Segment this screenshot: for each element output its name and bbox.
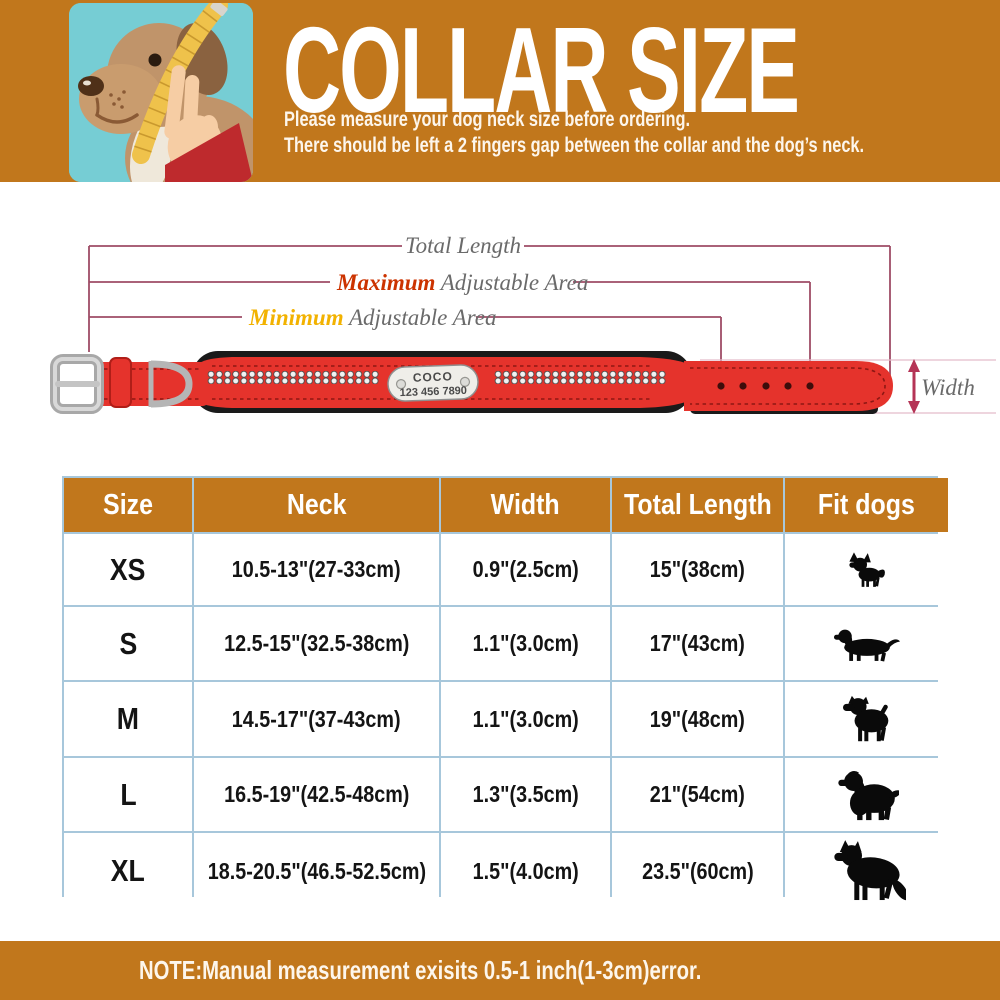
total-length-label: Total Length — [405, 233, 521, 258]
dog-icon-terrier — [785, 682, 948, 756]
header-banner: COLLAR SIZE Please measure your dog neck… — [0, 0, 1000, 182]
table-row-xl-neck: 18.5-20.5"(46.5-52.5cm) — [194, 833, 439, 909]
table-row-s-neck: 12.5-15"(32.5-38cm) — [194, 607, 439, 680]
table-row-xl-width: 1.5"(4.0cm) — [441, 833, 610, 909]
name-plate: COCO 123 456 7890 — [387, 364, 479, 402]
table-row-m-size: M — [64, 682, 192, 756]
footer-note-bar: NOTE:Manual measurement exisits 0.5-1 in… — [0, 941, 1000, 1000]
table-row-l-neck: 16.5-19"(42.5-48cm) — [194, 758, 439, 831]
col-header-total-length: Total Length — [612, 478, 783, 532]
size-chart-table: Size Neck Width Total Length Fit dogs XS… — [62, 476, 948, 909]
plate-name: COCO — [413, 369, 453, 384]
collar-measurement-diagram: Total Length Maximum Adjustable Area Min… — [50, 233, 996, 414]
dog-icon-chihuahua — [785, 534, 948, 605]
table-row-s-size: S — [64, 607, 192, 680]
table-row-m-neck: 14.5-17"(37-43cm) — [194, 682, 439, 756]
table-row-m-width: 1.1"(3.0cm) — [441, 682, 610, 756]
table-row-s-width: 1.1"(3.0cm) — [441, 607, 610, 680]
table-row-xl-size: XL — [64, 833, 192, 909]
dog-measure-illustration — [69, 3, 253, 182]
d-ring — [148, 360, 193, 408]
table-row-xs-neck: 10.5-13"(27-33cm) — [194, 534, 439, 605]
dog-icon-dachshund — [785, 607, 948, 680]
table-row-l-total: 21"(54cm) — [612, 758, 783, 831]
table-row-xs-size: XS — [64, 534, 192, 605]
table-row-s-total: 17"(43cm) — [612, 607, 783, 680]
dog-icon-german-shepherd — [785, 833, 948, 909]
footer-note: NOTE:Manual measurement exisits 0.5-1 in… — [139, 955, 702, 985]
table-row-l-size: L — [64, 758, 192, 831]
adjustment-holes — [717, 382, 814, 390]
table-row-m-total: 19"(48cm) — [612, 682, 783, 756]
col-header-width: Width — [441, 478, 610, 532]
table-row-xl-total: 23.5"(60cm) — [612, 833, 783, 909]
col-header-fit-dogs: Fit dogs — [785, 478, 948, 532]
maximum-adjustable-label: Maximum Adjustable Area — [336, 270, 588, 295]
stud-rows-left — [207, 371, 379, 384]
keeper-loop — [109, 357, 132, 408]
annotation-lines — [88, 245, 891, 390]
dog-icon-spaniel — [785, 758, 948, 831]
page-title: COLLAR SIZE — [283, 2, 800, 138]
table-row-l-width: 1.3"(3.5cm) — [441, 758, 610, 831]
table-row-xs-total: 15"(38cm) — [612, 534, 783, 605]
dog-illustration-art — [69, 3, 253, 182]
subtitle-line-2: There should be left a 2 fingers gap bet… — [284, 134, 865, 157]
minimum-adjustable-label: Minimum Adjustable Area — [248, 305, 497, 330]
col-header-neck: Neck — [194, 478, 439, 532]
width-arrow — [908, 359, 920, 414]
width-label: Width — [921, 375, 975, 400]
two-fingers-hand — [164, 65, 253, 182]
plate-phone: 123 456 7890 — [399, 385, 467, 399]
stud-rows-right — [494, 371, 666, 384]
buckle — [50, 354, 104, 414]
table-row-xs-width: 0.9"(2.5cm) — [441, 534, 610, 605]
col-header-size: Size — [64, 478, 192, 532]
collar-image: COCO 123 456 7890 — [50, 351, 893, 414]
subtitle-line-1: Please measure your dog neck size before… — [284, 108, 691, 131]
